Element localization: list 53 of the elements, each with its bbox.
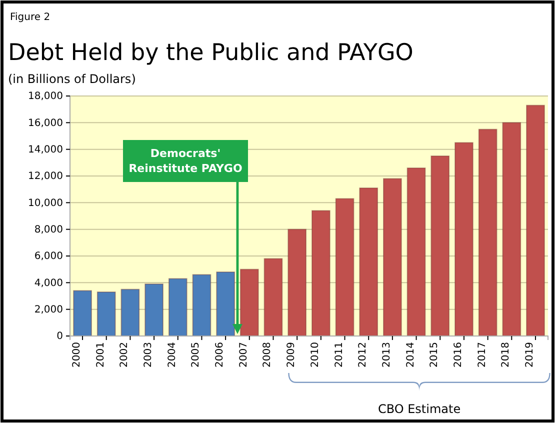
bar xyxy=(168,278,188,336)
annotation: Democrats' Reinstitute PAYGO xyxy=(128,147,242,175)
bar xyxy=(73,290,92,336)
y-tick-label: 2,000 xyxy=(34,304,63,316)
chart-title: Debt Held by the Public and PAYGO xyxy=(8,40,414,66)
caption: Figure 2 xyxy=(10,12,50,23)
x-tick-label: 2000 xyxy=(72,342,83,368)
x-tick-label: 2015 xyxy=(429,342,440,368)
y-tick-label: 8,000 xyxy=(34,224,63,236)
bar xyxy=(192,274,212,336)
y-tick-label: 0 xyxy=(56,331,63,342)
y-tick-label: 16,000 xyxy=(28,118,63,129)
bar xyxy=(526,104,545,336)
bar xyxy=(96,292,116,336)
x-tick-label: 2008 xyxy=(262,342,274,368)
bar xyxy=(502,122,522,336)
bar xyxy=(311,210,330,336)
x-tick-label: 2003 xyxy=(143,342,154,368)
y-tick-label: 4,000 xyxy=(34,278,63,289)
bar xyxy=(335,198,354,336)
x-tick-label: 2018 xyxy=(500,342,512,368)
bar xyxy=(406,168,426,336)
bar xyxy=(288,228,307,336)
bar xyxy=(359,188,378,336)
y-tick-label: 12,000 xyxy=(28,171,63,182)
x-tick-label: 2010 xyxy=(310,342,321,368)
x-tick-label: 2002 xyxy=(119,342,130,368)
x-tick-label: 2013 xyxy=(381,342,392,368)
x-tick-label: 2011 xyxy=(334,342,345,368)
x-tick-label: 2004 xyxy=(166,342,178,368)
x-tick-label: 2006 xyxy=(214,342,226,368)
x-tick-label: 2016 xyxy=(452,342,464,368)
y-tick-label: 18,000 xyxy=(28,91,63,102)
x-tick-label: 2007 xyxy=(238,342,250,368)
bar xyxy=(478,128,498,336)
x-tick-label: 2005 xyxy=(190,342,202,368)
bar xyxy=(454,142,474,336)
x-tick-label: 2017 xyxy=(476,342,488,368)
y-tick-label: 10,000 xyxy=(28,198,63,209)
text: CBO Estimate xyxy=(378,402,461,416)
x-tick-label: 2014 xyxy=(405,342,416,368)
x-tick-label: 2009 xyxy=(286,342,298,368)
bar xyxy=(264,258,283,336)
bar xyxy=(144,284,164,336)
bar xyxy=(383,178,402,336)
y-tick-label: 6,000 xyxy=(34,251,63,262)
bar xyxy=(120,288,140,336)
x-tick-label: 2019 xyxy=(524,342,536,368)
y-tick-label: 14,000 xyxy=(28,144,63,156)
chart-subtitle: (in Billions of Dollars) xyxy=(8,72,136,86)
x-tick-label: 2001 xyxy=(95,342,106,368)
x-tick-label: 2012 xyxy=(358,342,369,368)
bar xyxy=(430,156,450,336)
